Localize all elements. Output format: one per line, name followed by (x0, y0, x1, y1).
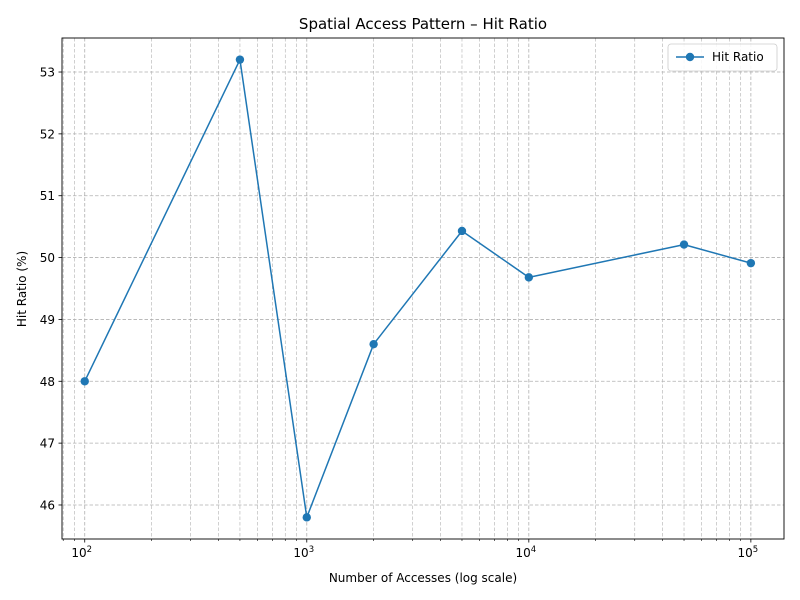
x-tick-label: 104 (515, 545, 536, 560)
x-axis-label: Number of Accesses (log scale) (329, 571, 517, 585)
x-tick-label: 105 (738, 545, 759, 560)
data-point (302, 513, 311, 522)
series-layer (80, 55, 756, 522)
y-tick-label: 52 (40, 127, 55, 141)
data-point (746, 258, 756, 268)
y-tick-label: 50 (40, 251, 55, 265)
data-point (235, 55, 245, 64)
x-tick-label: 103 (293, 545, 314, 560)
legend: Hit Ratio (667, 43, 778, 72)
chart-title: Spatial Access Pattern – Hit Ratio (299, 15, 547, 33)
y-tick-label: 51 (40, 189, 55, 203)
y-axis-label: Hit Ratio (%) (15, 251, 29, 327)
legend-marker-swatch (685, 52, 695, 62)
y-tick-label: 48 (40, 375, 55, 389)
y-tick-label: 46 (40, 498, 55, 512)
data-point (457, 226, 467, 236)
series-line (84, 58, 752, 519)
y-tick-label: 49 (40, 313, 55, 327)
data-point (679, 240, 689, 249)
legend-label: Hit Ratio (712, 50, 764, 64)
y-tick-label: 47 (40, 437, 55, 451)
y-tick-label: 53 (40, 66, 55, 80)
legend-box (667, 43, 778, 72)
plot-frame (61, 37, 785, 540)
data-point (369, 339, 378, 349)
data-point (524, 273, 534, 282)
grid (62, 38, 784, 539)
data-point (80, 377, 89, 386)
axis-ticks: 102 103 104 105 46 47 48 49 50 51 52 53 (40, 66, 758, 560)
x-tick-label: 102 (71, 545, 92, 560)
